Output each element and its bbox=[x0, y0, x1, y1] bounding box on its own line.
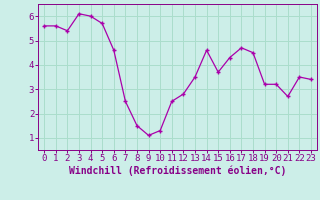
X-axis label: Windchill (Refroidissement éolien,°C): Windchill (Refroidissement éolien,°C) bbox=[69, 166, 286, 176]
